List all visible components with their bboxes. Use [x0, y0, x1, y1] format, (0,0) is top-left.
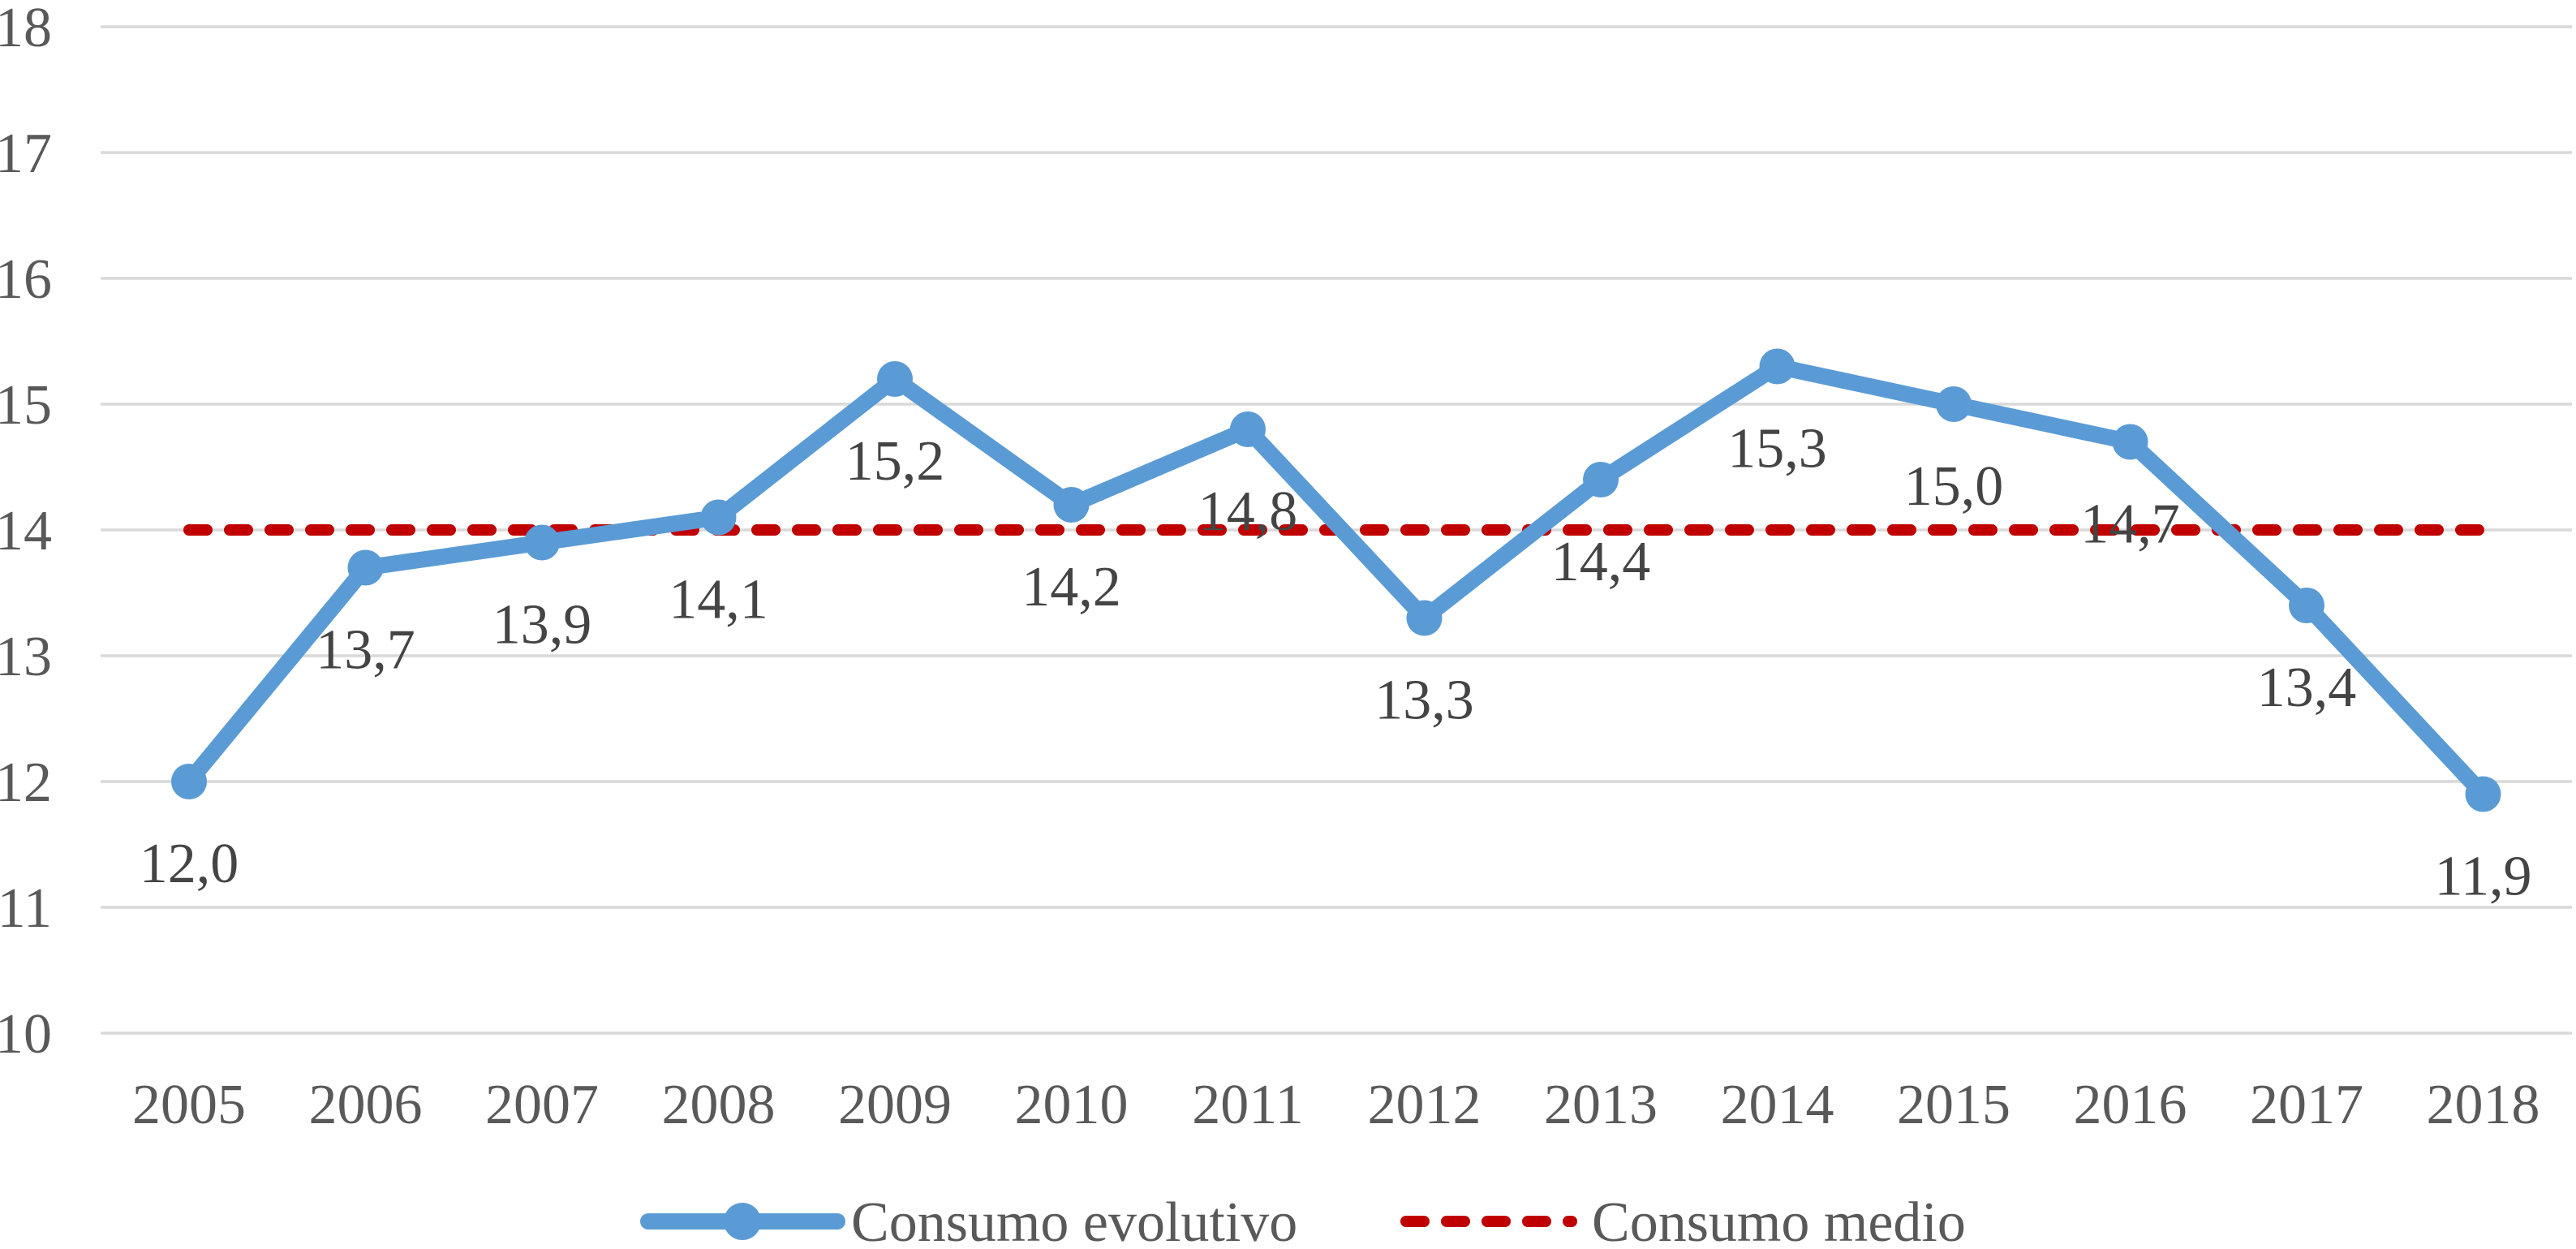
x-axis-tick-label: 2005 [132, 1074, 246, 1136]
x-axis-tick-label: 2018 [2427, 1074, 2540, 1136]
data-point-label-2014: 15,3 [1727, 418, 1827, 480]
data-point-marker-2017 [2289, 588, 2324, 623]
x-axis-tick-label: 2006 [309, 1074, 423, 1136]
y-axis-tick-label: 17 [0, 123, 52, 185]
x-axis-tick-label: 2010 [1015, 1074, 1129, 1136]
x-axis-tick-label: 2007 [485, 1074, 599, 1136]
data-point-label-2010: 14,2 [1021, 556, 1121, 618]
x-axis-tick-label: 2014 [1721, 1074, 1834, 1136]
x-axis-tick-label: 2017 [2250, 1074, 2363, 1136]
data-point-marker-2005 [171, 764, 207, 799]
data-point-marker-2007 [524, 524, 560, 561]
y-axis-tick-label: 15 [0, 374, 52, 437]
legend-item-consumo-evolutivo: Consumo evolutivo [640, 1191, 1297, 1249]
x-axis-tick-label: 2009 [838, 1074, 952, 1136]
consumo-evolutivo-line [181, 358, 2492, 803]
legend-label-consumo-evolutivo: Consumo evolutivo [851, 1191, 1297, 1249]
data-point-marker-2016 [2112, 424, 2148, 460]
data-point-label-2011: 14,8 [1198, 480, 1298, 543]
legend-label-consumo-medio: Consumo medio [1592, 1191, 1966, 1249]
x-axis-tick-label: 2015 [1897, 1074, 2010, 1136]
series-consumo-evolutivo-group [171, 348, 2501, 812]
y-axis-tick-label: 11 [0, 877, 52, 940]
y-axis-tick-label: 10 [0, 1003, 52, 1066]
data-point-marker-2008 [700, 499, 737, 536]
legend-item-consumo-medio: Consumo medio [1400, 1191, 1966, 1249]
data-point-label-2015: 15,0 [1904, 455, 2004, 518]
data-labels-group: 12,0 13,7 13,9 14,1 15,2 14,2 14,8 13,3 14,4 15,3… [140, 418, 2532, 908]
data-point-label-2007: 13,9 [492, 594, 592, 657]
x-axis-tick-label: 2016 [2074, 1074, 2187, 1136]
data-point-marker-2013 [1583, 462, 1619, 497]
y-axis-tick-label: 18 [0, 0, 52, 59]
data-point-marker-2009 [877, 361, 913, 397]
data-point-label-2009: 15,2 [845, 430, 945, 493]
data-point-label-2018: 11,9 [2435, 846, 2532, 908]
y-axis-tick-label: 12 [0, 752, 52, 814]
data-point-marker-2012 [1406, 600, 1443, 636]
x-axis-tick-label: 2008 [662, 1074, 776, 1136]
y-axis-tick-label: 16 [0, 248, 52, 311]
legend: Consumo evolutivo Consumo medio [640, 1191, 1966, 1249]
data-point-label-2017: 13,4 [2257, 657, 2357, 719]
y-axis-tick-label: 14 [0, 500, 52, 562]
data-point-label-2012: 13,3 [1374, 670, 1474, 732]
x-axis-tick-label: 2013 [1544, 1074, 1658, 1136]
data-point-marker-2014 [1759, 348, 1795, 385]
y-axis-tick-label: 13 [0, 626, 52, 688]
legend-swatch-marker-icon [724, 1203, 761, 1240]
data-point-marker-2010 [1053, 487, 1090, 523]
data-point-label-2006: 13,7 [316, 619, 415, 682]
data-point-label-2008: 14,1 [669, 569, 768, 631]
x-axis-tick-label: 2012 [1368, 1074, 1482, 1136]
y-axis-labels-group: 10 11 12 13 14 15 16 17 18 [0, 0, 52, 1066]
data-point-marker-2006 [347, 549, 384, 586]
x-axis-tick-label: 2011 [1192, 1074, 1303, 1136]
data-point-marker-2018 [2465, 776, 2501, 812]
data-point-label-2005: 12,0 [140, 833, 239, 895]
data-point-label-2016: 14,7 [2080, 493, 2180, 556]
data-point-label-2013: 14,4 [1551, 531, 1651, 593]
x-axis-labels-group: 2005 2006 2007 2008 2009 2010 2011 2012 2013 2014… [132, 1074, 2540, 1136]
data-point-marker-2015 [1936, 386, 1972, 422]
data-point-marker-2011 [1230, 411, 1266, 447]
